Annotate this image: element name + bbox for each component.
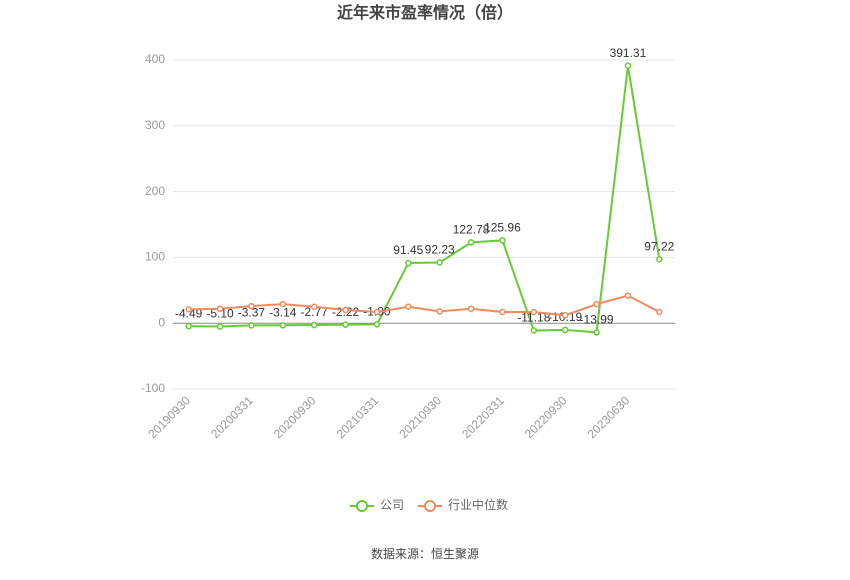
point — [310, 303, 318, 310]
point — [185, 306, 192, 313]
point — [530, 308, 538, 316]
point — [499, 308, 506, 316]
point — [467, 239, 475, 246]
data-label: 122.78 — [453, 223, 490, 237]
x-tick-label: 20190930 — [145, 393, 193, 441]
chart-title: 近年来市盈率情况（倍） — [337, 3, 513, 22]
y-tick-label: -100 — [141, 381, 165, 395]
point — [499, 237, 506, 244]
point — [373, 308, 381, 316]
y-tick-label: 0 — [158, 315, 165, 329]
point — [373, 321, 381, 328]
data-label: 391.31 — [610, 46, 647, 60]
legend-label: 公司 — [380, 498, 404, 512]
data-label: -2.77 — [301, 305, 329, 319]
point — [405, 259, 412, 267]
x-tick-label: 20230630 — [585, 393, 633, 441]
x-tick-label: 20200331 — [208, 393, 256, 441]
point — [656, 308, 663, 316]
point — [436, 259, 443, 266]
y-tick-label: 300 — [145, 118, 165, 132]
x-tick-label: 20210930 — [396, 393, 444, 441]
point — [216, 323, 224, 330]
y-tick-label: 200 — [145, 184, 165, 198]
legend-marker — [424, 500, 436, 512]
point — [530, 327, 538, 334]
data-label: -13.99 — [580, 313, 614, 327]
data-label: -3.37 — [238, 306, 266, 320]
point — [561, 312, 569, 319]
point — [624, 292, 632, 299]
data-label: 92.23 — [425, 243, 455, 257]
point — [593, 329, 600, 336]
point — [593, 300, 600, 308]
series-line — [188, 65, 661, 334]
x-tick-label: 20210331 — [334, 393, 382, 441]
legend-label: 行业中位数 — [448, 497, 508, 512]
y-tick-label: 100 — [145, 250, 165, 264]
point — [624, 62, 632, 69]
point — [216, 305, 224, 312]
point — [342, 321, 349, 328]
point — [279, 322, 287, 329]
data-label: -5.10 — [206, 307, 234, 321]
data-label: 125.96 — [484, 220, 521, 234]
point — [185, 322, 192, 330]
point — [248, 302, 255, 310]
point — [310, 321, 318, 329]
point — [342, 306, 349, 314]
series-line — [188, 294, 660, 317]
legend-marker — [356, 500, 368, 512]
point — [405, 303, 412, 310]
y-tick-label: 400 — [145, 52, 165, 66]
point — [279, 300, 287, 308]
data-label: -11.18 — [517, 311, 550, 325]
point — [436, 308, 443, 315]
x-tick-label: 20200930 — [271, 393, 319, 441]
point — [467, 305, 475, 312]
point — [248, 322, 255, 329]
source: 数据来源：恒生聚源 — [371, 546, 479, 561]
x-tick-label: 20220331 — [459, 393, 507, 441]
data-label: -3.14 — [269, 305, 297, 319]
data-label: 91.45 — [393, 243, 423, 257]
x-tick-label: 20220930 — [522, 393, 570, 441]
point — [656, 255, 663, 263]
data-label: 97.22 — [644, 239, 674, 253]
point — [561, 326, 569, 334]
